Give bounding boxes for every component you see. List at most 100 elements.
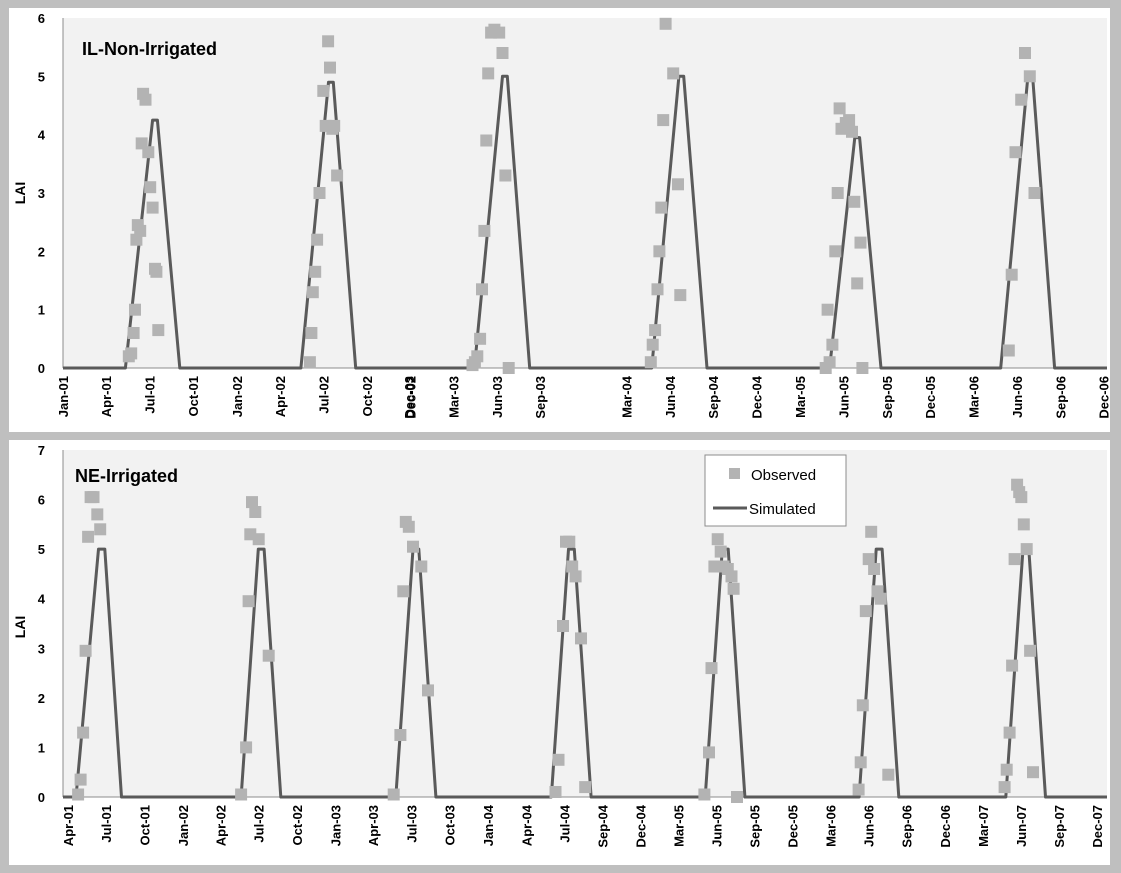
observed-point: [653, 245, 666, 258]
x-tick-label: Oct-02: [290, 805, 305, 845]
legend: Observed Simulated: [704, 454, 847, 527]
observed-point: [387, 788, 400, 801]
x-tick-label: Oct-02: [360, 376, 375, 416]
observed-point: [94, 523, 107, 536]
y-tick-label: 5: [38, 542, 45, 557]
observed-point: [331, 169, 344, 182]
y-axis: 0 1 2 3 4 5 6 7: [38, 443, 64, 805]
observed-point: [1019, 47, 1031, 59]
observed-point: [655, 201, 668, 214]
panel-il-non-irrigated: 0 1 2 3 4 5 6 Jan-01 Apr-01 Jul-01 Oct-01 Jan-02 Ap…: [9, 8, 1112, 432]
observed-point: [725, 570, 738, 583]
x-tick-label: Sep-04: [706, 375, 721, 418]
x-tick-label: Dec-04: [633, 804, 648, 847]
y-tick-label: 4: [38, 128, 46, 143]
legend-observed-marker: [729, 468, 740, 479]
observed-point: [139, 93, 152, 106]
x-tick-label: Mar-03: [446, 376, 461, 418]
observed-point: [563, 535, 576, 548]
observed-point: [998, 781, 1011, 794]
observed-point: [1008, 553, 1021, 566]
plot-marks: [63, 17, 1107, 374]
observed-point: [846, 125, 858, 138]
observed-point: [394, 729, 407, 741]
observed-point: [305, 327, 318, 339]
observed-point: [82, 530, 95, 543]
observed-point: [714, 545, 727, 558]
observed-point: [1005, 268, 1018, 281]
observed-point: [142, 146, 155, 159]
observed-point: [146, 201, 159, 214]
simulated-line: [63, 74, 1107, 370]
observed-point: [826, 338, 839, 351]
x-tick-label: Apr-02: [273, 376, 288, 417]
y-axis-label: LAI: [12, 182, 28, 205]
observed-point: [319, 119, 332, 132]
observed-point: [244, 528, 257, 541]
observed-point: [252, 533, 265, 546]
observed-point: [496, 47, 509, 59]
observed-point: [865, 525, 878, 538]
x-tick-label: Apr-01: [61, 805, 76, 846]
observed-point: [262, 649, 275, 662]
x-tick-label: Dec-06: [938, 805, 953, 848]
panel-title: NE-Irrigated: [75, 466, 178, 486]
observed-point: [549, 786, 562, 798]
observed-point: [306, 286, 319, 299]
plot-area: [63, 18, 1107, 368]
y-tick-label: 7: [38, 443, 45, 458]
observed-point: [1015, 93, 1028, 106]
x-tick-label: Jul-01: [99, 805, 114, 843]
x-tick-label: Jun-05: [709, 805, 724, 847]
observed-point: [328, 119, 341, 132]
x-tick-label: Jul-02: [252, 805, 267, 843]
observed-point: [852, 783, 865, 796]
observed-point: [309, 265, 322, 278]
x-tick-label: Sep-07: [1052, 805, 1067, 848]
observed-point: [478, 224, 491, 237]
x-tick-label: Jun-05: [836, 376, 851, 418]
x-tick-label: Dec-06: [1097, 376, 1112, 419]
observed-point: [499, 169, 512, 182]
legend-simulated-label: Simulated: [749, 501, 816, 518]
observed-point: [854, 756, 867, 769]
observed-point: [79, 644, 92, 657]
x-tick-label: Jul-02: [316, 376, 331, 414]
y-tick-label: 2: [38, 244, 45, 259]
plot-marks: [63, 478, 1107, 803]
x-tick-label: Mar-07: [976, 805, 991, 847]
x-tick-label: Dec-05: [923, 376, 938, 419]
observed-point: [566, 560, 579, 573]
observed-point: [557, 620, 569, 632]
y-tick-label: 5: [38, 69, 45, 84]
observed-point: [659, 17, 672, 30]
x-tick-label: Apr-03: [366, 805, 381, 846]
x-tick-label: Dec-05: [786, 805, 801, 848]
y-tick-label: 0: [38, 790, 45, 805]
observed-point: [397, 585, 410, 598]
y-axis-label: LAI: [12, 616, 28, 639]
y-tick-label: 2: [38, 691, 45, 706]
observed-point: [402, 520, 415, 533]
observed-point: [303, 356, 316, 369]
observed-point: [727, 582, 740, 595]
observed-point: [821, 303, 834, 316]
x-tick-label: Dec-02: [404, 376, 419, 419]
y-tick-label: 0: [38, 361, 45, 376]
observed-point: [476, 283, 488, 296]
observed-point: [646, 338, 659, 351]
x-tick-label: Apr-04: [519, 804, 534, 846]
observed-point: [579, 781, 592, 794]
observed-point: [1023, 70, 1036, 83]
observed-point: [1024, 644, 1037, 657]
observed-point: [324, 61, 336, 74]
x-tick-label: Jun-04: [663, 375, 678, 418]
observed-point: [152, 324, 165, 337]
x-tick-label: Dec-03: [402, 376, 417, 419]
observed-point: [471, 350, 484, 363]
observed-point: [1009, 146, 1022, 159]
x-tick-label: Sep-03: [533, 376, 548, 419]
x-tick-label: Mar-06: [824, 805, 839, 847]
observed-point: [144, 181, 157, 194]
